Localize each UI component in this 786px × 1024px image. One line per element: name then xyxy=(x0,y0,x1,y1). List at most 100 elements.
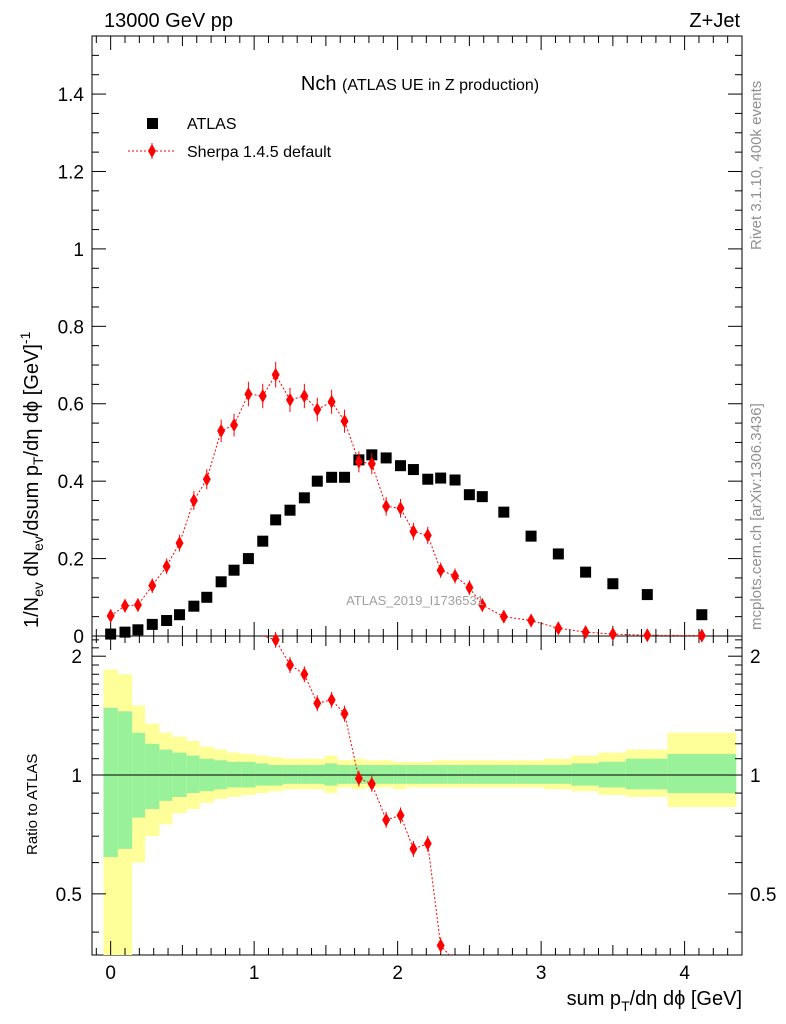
atlas-data-point xyxy=(270,514,282,526)
sherpa-data-point xyxy=(162,559,171,574)
x-tick-label: 1 xyxy=(249,963,260,984)
sherpa-data-point xyxy=(202,472,211,487)
sherpa-data-point xyxy=(697,628,706,643)
ratio-stat-band xyxy=(145,743,160,810)
ratio-sherpa-point xyxy=(327,692,336,707)
sherpa-data-point xyxy=(409,524,418,539)
sherpa-data-point xyxy=(300,389,309,403)
rivet-label: Rivet 3.1.10, 400k events xyxy=(748,81,765,250)
sherpa-data-point xyxy=(608,627,617,642)
ratio-sherpa-point xyxy=(286,657,295,672)
ratio-sherpa-point xyxy=(271,632,280,647)
header-right: Z+Jet xyxy=(689,10,740,32)
ratio-sherpa-point xyxy=(354,771,363,786)
sherpa-data-point xyxy=(499,609,508,624)
atlas-data-point xyxy=(407,464,419,476)
ratio-sherpa-point xyxy=(340,706,349,721)
legend-marker-atlas xyxy=(147,118,158,129)
y-tick-label: 0.4 xyxy=(58,472,85,493)
legend-label-sherpa: Sherpa 1.4.5 default xyxy=(187,144,332,161)
ratio-sherpa-point xyxy=(382,812,391,827)
ratio-plot-frame xyxy=(91,635,743,956)
atlas-data-point xyxy=(161,615,173,627)
ratio-stat-band xyxy=(337,765,352,784)
sherpa-data-point xyxy=(451,569,460,583)
atlas-data-point xyxy=(228,564,240,576)
ratio-stat-band xyxy=(433,765,448,784)
ratio-sherpa-point xyxy=(396,808,405,823)
plot-title: Nch (ATLAS UE in Z production) xyxy=(301,73,539,95)
sherpa-data-point xyxy=(148,578,157,593)
ratio-y-tick-label-right: 1 xyxy=(750,766,761,787)
atlas-data-point xyxy=(463,489,475,501)
legend: ATLAS Sherpa 1.4.5 default xyxy=(128,116,332,161)
sherpa-data-point xyxy=(327,394,336,409)
sherpa-data-point xyxy=(396,501,405,516)
atlas-data-point xyxy=(257,535,269,547)
ratio-stat-band xyxy=(667,754,737,794)
sherpa-data-point xyxy=(382,499,391,514)
atlas-data-point xyxy=(188,600,200,612)
x-axis-title: sum pT/dη dϕ [GeV] xyxy=(567,988,742,1014)
legend-label-atlas: ATLAS xyxy=(187,116,237,133)
sherpa-data-point xyxy=(554,621,563,636)
atlas-data-point xyxy=(607,578,619,590)
y-axis-title: 1/Nev dNev/dsum pT/dη dϕ [GeV]-1 xyxy=(17,331,46,628)
atlas-data-point xyxy=(174,609,186,621)
ratio-sherpa-point xyxy=(300,667,309,682)
plot-title-subtitle: (ATLAS UE in Z production) xyxy=(342,77,539,94)
ratio-stat-band xyxy=(364,765,379,784)
atlas-data-point xyxy=(132,624,144,636)
ratio-series xyxy=(262,631,450,956)
atlas-data-point xyxy=(498,506,510,518)
y-tick-label: 1.4 xyxy=(58,85,85,106)
x-tick-label: 4 xyxy=(679,963,690,984)
ratio-stat-band xyxy=(117,711,133,849)
ratio-sherpa-point xyxy=(313,696,322,711)
ratio-sherpa-point xyxy=(367,776,376,791)
y-tick-label: 0.2 xyxy=(58,550,84,571)
ratio-stat-band xyxy=(543,765,572,784)
atlas-data-point xyxy=(394,460,406,472)
mcplots-label: mcplots.cern.ch [arXiv:1306.3436] xyxy=(748,403,765,630)
atlas-data-point xyxy=(422,473,434,485)
ratio-sherpa-line xyxy=(262,635,450,956)
analysis-watermark: ATLAS_2019_I1736531 xyxy=(346,593,484,608)
atlas-data-point xyxy=(284,504,296,516)
sherpa-data-point xyxy=(465,580,474,595)
x-tick-label: 2 xyxy=(392,963,403,984)
atlas-data-point xyxy=(242,553,254,565)
y-tick-label: 0 xyxy=(73,627,84,648)
ratio-y-axis-title: Ratio to ATLAS xyxy=(24,754,41,855)
sherpa-data-point xyxy=(581,625,590,640)
plot-title-main: Nch xyxy=(301,73,337,95)
y-tick-label: 1 xyxy=(73,240,84,261)
y-tick-label: 0.6 xyxy=(58,395,84,416)
y-tick-label: 0.8 xyxy=(58,317,84,338)
sherpa-data-point xyxy=(478,598,487,613)
sherpa-data-point xyxy=(340,414,349,429)
sherpa-data-point xyxy=(313,402,322,417)
ratio-stat-band xyxy=(420,765,434,784)
atlas-data-point xyxy=(435,472,447,484)
ratio-sherpa-point xyxy=(423,836,432,851)
sherpa-data-point xyxy=(436,563,445,578)
atlas-data-point xyxy=(580,566,592,578)
main-axes: 0 0.2 0.4 0.6 0.8 1 1.2 1.4 xyxy=(58,35,743,648)
sherpa-data-point xyxy=(121,598,130,613)
ratio-stat-band xyxy=(447,765,463,784)
ratio-stat-band xyxy=(625,758,668,790)
ratio-y-tick-label-right: 2 xyxy=(750,647,761,668)
ratio-y-tick-label-right: 0.5 xyxy=(750,885,776,906)
ratio-y-tick-label: 1 xyxy=(71,766,82,787)
ratio-y-tick-label: 2 xyxy=(71,647,82,668)
sherpa-data-point xyxy=(527,613,536,628)
atlas-data-point xyxy=(119,626,131,638)
ratio-sherpa-point xyxy=(409,841,418,856)
sherpa-data-point xyxy=(354,454,363,469)
ratio-y-tick-label: 0.5 xyxy=(56,885,82,906)
atlas-data-point xyxy=(449,474,461,486)
sherpa-data-point xyxy=(271,367,280,382)
ratio-stat-band xyxy=(282,765,298,784)
